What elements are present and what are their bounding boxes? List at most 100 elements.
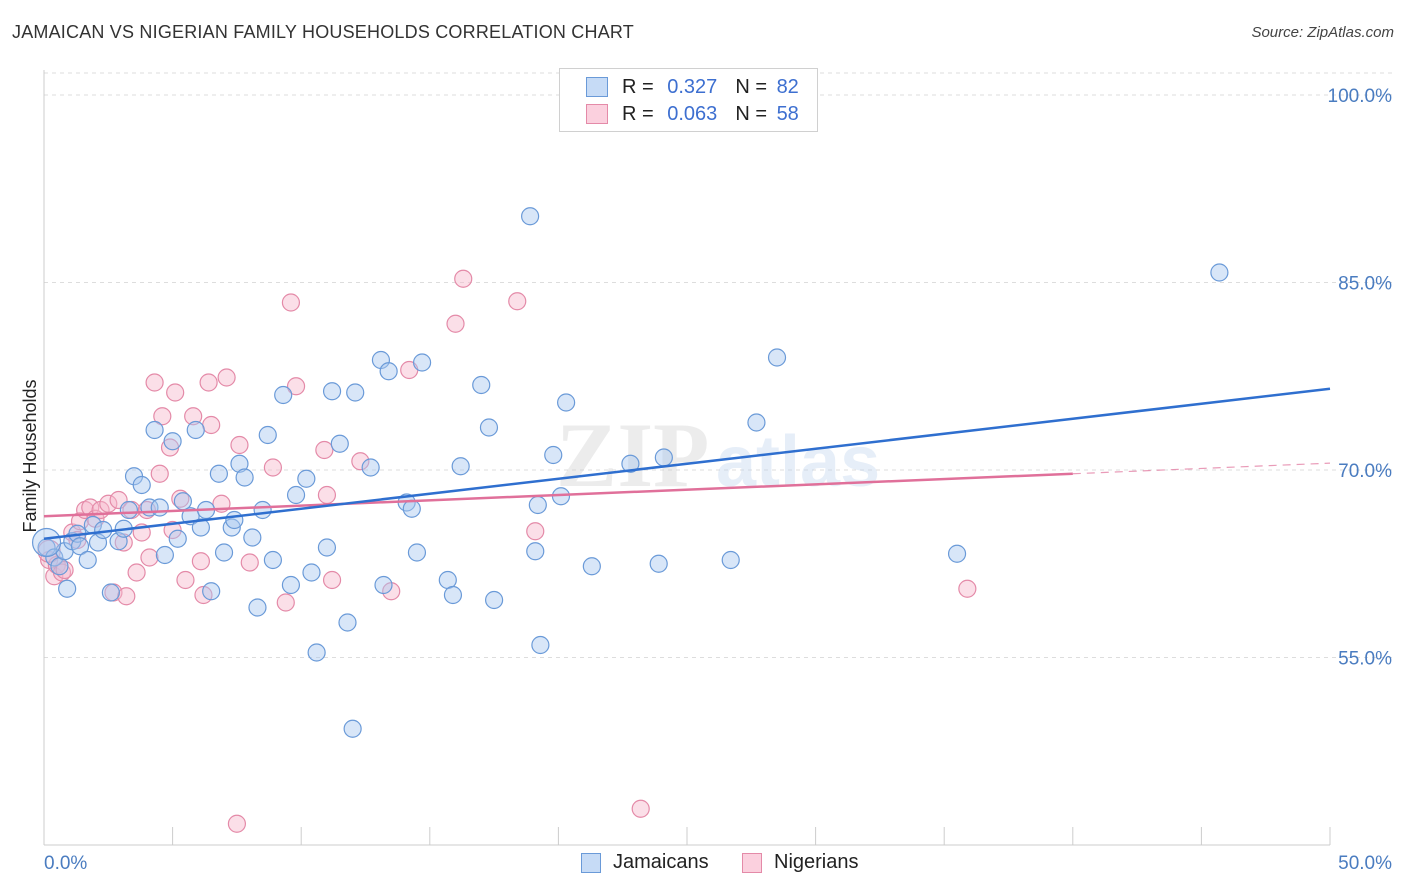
jamaicans-point: [747, 413, 766, 432]
jamaicans-point: [297, 469, 316, 488]
jamaicans-point: [767, 348, 787, 367]
nigerians-point: [163, 520, 182, 540]
legend-swatch-nigerians: [742, 852, 762, 873]
y-tick-label: 100.0%: [1328, 86, 1393, 107]
jamaicans-point: [101, 583, 120, 602]
legend-n-value: 82: [776, 75, 799, 98]
jamaicans-point: [302, 563, 321, 582]
jamaicans-point: [119, 500, 138, 520]
jamaicans-point: [526, 542, 545, 561]
nigerians-point: [230, 435, 249, 455]
nigerians-point: [631, 799, 650, 818]
jamaicans-point: [407, 543, 427, 562]
y-tick-label: 85.0%: [1338, 274, 1392, 295]
jamaicans-point: [582, 557, 601, 576]
jamaicans-point: [263, 550, 283, 570]
jamaicans-point: [346, 383, 365, 402]
jamaicans-point: [521, 207, 540, 226]
jamaicans-point: [70, 537, 90, 556]
jamaicans-point: [230, 454, 249, 473]
jamaicans-point: [402, 499, 421, 518]
legend-r-label: R =: [622, 75, 654, 98]
legend-item-nigerians[interactable]: Nigerians: [742, 851, 858, 874]
jamaicans-point: [168, 529, 187, 548]
jamaicans-point: [343, 719, 362, 738]
nigerians-point: [322, 570, 342, 590]
nigerians-point: [263, 458, 283, 477]
jamaicans-point: [202, 582, 221, 601]
nigerians-trend-extension: [1072, 462, 1331, 475]
legend-label-jamaicans: Jamaicans: [613, 851, 709, 873]
chart-source: Source: ZipAtlas.com: [1251, 24, 1394, 41]
jamaicans-point: [472, 375, 491, 395]
x-tick-label: 50.0%: [1338, 853, 1392, 874]
x-tick-labels: 0.0% 50.0%: [44, 853, 1392, 874]
jamaicans-point: [649, 554, 668, 573]
jamaicans-point: [214, 543, 234, 562]
watermark: ZIP atlas: [556, 404, 880, 506]
jamaicans-point: [145, 420, 164, 440]
legend-swatch-jamaicans: [581, 852, 601, 873]
jamaicans-point: [544, 445, 563, 465]
legend-r-value: 0.327: [667, 75, 718, 98]
jamaicans-point: [258, 425, 277, 445]
jamaicans-point: [451, 457, 470, 476]
jamaicans-point: [45, 548, 64, 567]
series-legend: Jamaicans Nigerians: [0, 851, 1406, 879]
jamaicans-point: [186, 420, 205, 440]
jamaicans-point: [528, 495, 547, 515]
legend-r-label: R =: [622, 102, 654, 125]
jamaicans-point: [621, 454, 640, 473]
jamaicans-point: [557, 393, 576, 412]
jamaicans-point: [225, 510, 244, 530]
jamaicans-point: [361, 458, 380, 477]
nigerians-point: [240, 553, 259, 572]
nigerians-point: [958, 579, 977, 598]
nigerians-point: [99, 494, 118, 513]
jamaicans-point: [947, 544, 967, 563]
nigerians-point: [127, 563, 146, 582]
watermark-atlas: atlas: [716, 422, 880, 502]
nigerians-point: [227, 814, 246, 833]
jamaicans-point: [322, 382, 342, 401]
jamaicans-point: [173, 492, 192, 511]
jamaicans-point: [248, 598, 267, 617]
jamaicans-point: [58, 579, 77, 598]
legend-label-nigerians: Nigerians: [774, 851, 859, 873]
jamaicans-point: [721, 550, 740, 570]
legend-row-nigerians: R = 0.063 N = 58: [586, 102, 799, 126]
correlation-legend: R = 0.327 N = 82 R = 0.063 N = 58: [559, 68, 818, 132]
nigerians-point: [351, 452, 370, 471]
nigerians-point: [317, 485, 337, 505]
nigerians-point: [508, 292, 527, 311]
legend-swatch-nigerians: [586, 104, 608, 124]
nigerians-point: [117, 587, 136, 606]
chart-title: JAMAICAN VS NIGERIAN FAMILY HOUSEHOLDS C…: [12, 22, 634, 42]
nigerians-point: [184, 407, 203, 426]
nigerians-trend-line: [43, 472, 1073, 518]
jamaicans-point: [531, 635, 550, 655]
jamaicans-point: [286, 485, 306, 505]
jamaicans-point: [163, 432, 182, 451]
nigerians-point: [153, 407, 172, 426]
trend-lines: [43, 387, 1331, 540]
jamaicans-point: [191, 518, 210, 537]
y-tick-label: 55.0%: [1338, 649, 1392, 670]
jamaicans-point: [338, 613, 357, 632]
jamaicans-point: [132, 475, 151, 495]
legend-item-jamaicans[interactable]: Jamaicans: [581, 851, 709, 874]
nigerians-point: [286, 377, 306, 396]
jamaicans-trend-line: [43, 387, 1331, 540]
legend-n-value: 58: [776, 102, 799, 125]
jamaicans-point: [150, 498, 169, 517]
nigerians-point: [281, 293, 301, 312]
jamaicans-point: [479, 418, 499, 437]
jamaicans-point: [485, 590, 504, 610]
jamaicans-point: [317, 538, 337, 557]
nigerians-point: [454, 269, 473, 288]
jamaicans-point: [443, 585, 463, 605]
legend-swatch-jamaicans: [586, 77, 608, 97]
nigerians-point: [150, 464, 169, 483]
y-tick-labels: 55.0% 70.0% 85.0% 100.0%: [1328, 86, 1393, 670]
